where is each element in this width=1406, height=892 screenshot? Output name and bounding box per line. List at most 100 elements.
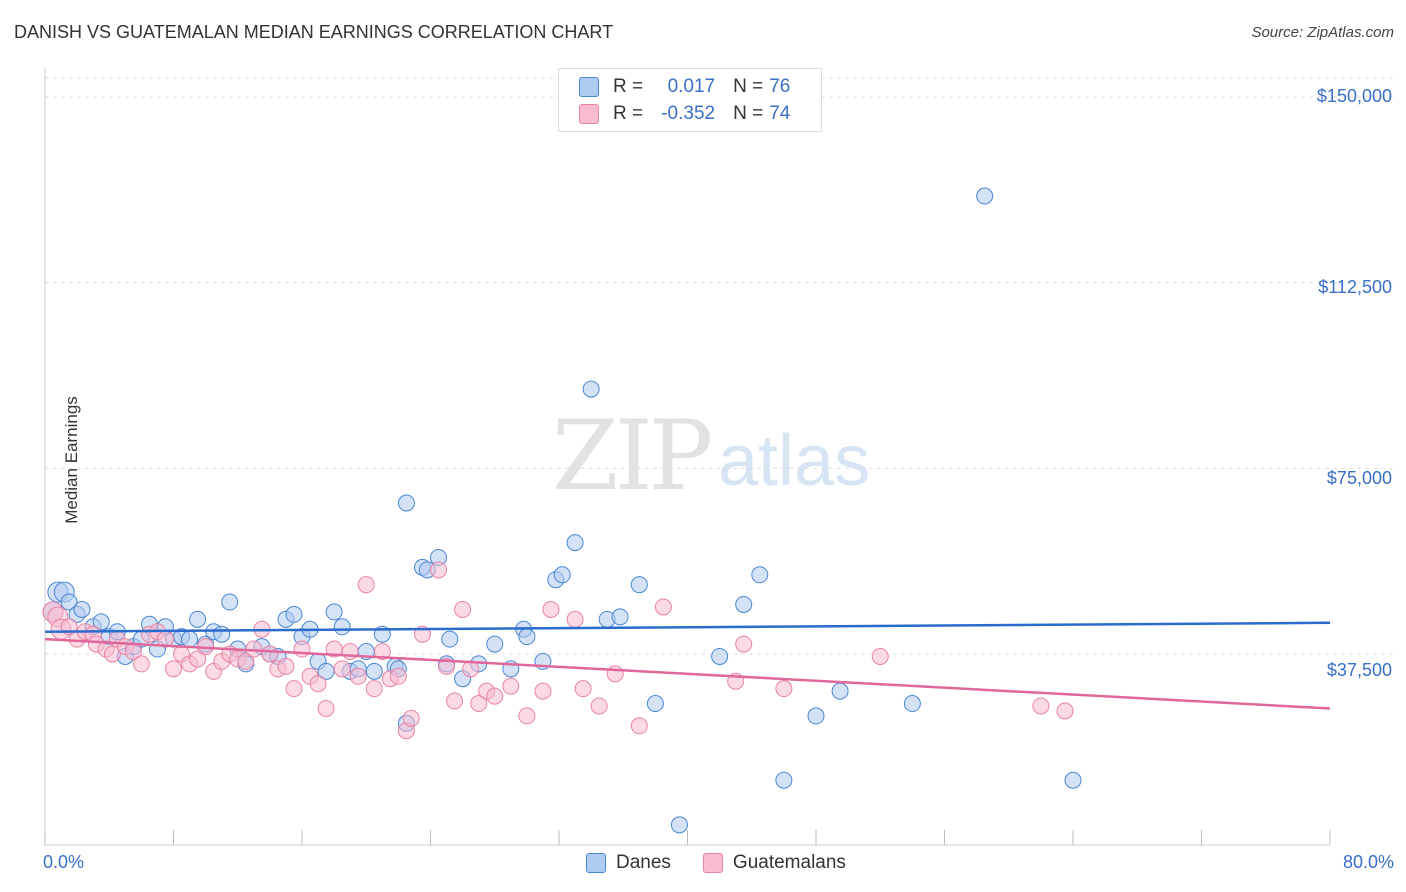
guatemalans-point	[165, 660, 182, 678]
danes-point	[285, 605, 303, 623]
danes-point	[189, 610, 207, 628]
danes-point	[582, 380, 600, 398]
guatemalans-point	[389, 667, 407, 685]
n-label: N =	[733, 76, 764, 97]
guatemalans-point	[446, 692, 464, 710]
guatemalans-swatch	[579, 104, 599, 124]
danes-point	[553, 566, 571, 584]
guatemalans-point	[373, 643, 391, 661]
guatemalans-point	[357, 576, 375, 594]
danes-point	[73, 600, 91, 618]
danes-point	[213, 625, 231, 643]
danes-trend-line	[44, 621, 1331, 633]
legend-row-danes: R = 0.017 N = 76	[579, 75, 790, 99]
guatemalans-n-value: 74	[769, 103, 791, 124]
r-label: R =	[613, 76, 644, 97]
guatemalans-point	[654, 598, 672, 616]
guatemalans-point	[438, 657, 456, 675]
danes-point	[611, 608, 629, 626]
danes-points	[42, 187, 1082, 834]
guatemalans-point	[606, 665, 624, 683]
danes-point	[976, 187, 994, 205]
guatemalans-point	[462, 660, 480, 678]
guatemalans-point	[309, 675, 327, 693]
guatemalans-point	[735, 635, 753, 653]
guatemalans-point	[1056, 702, 1074, 720]
guatemalans-point	[285, 680, 303, 698]
guatemalans-legend-swatch	[702, 853, 723, 873]
danes-point	[566, 534, 584, 552]
x-tick-label-min: 0.0%	[43, 852, 85, 872]
y-tick-label: $150,000	[1316, 86, 1392, 106]
danes-point	[333, 618, 351, 636]
danes-point	[630, 576, 648, 594]
guatemalans-point	[454, 600, 472, 618]
danes-point	[831, 682, 849, 700]
danes-point	[365, 662, 383, 680]
guatemalans-point	[349, 667, 367, 685]
guatemalans-legend-label: Guatemalans	[732, 852, 846, 873]
guatemalans-point	[542, 600, 560, 618]
danes-point	[397, 494, 415, 512]
guatemalans-point	[518, 707, 536, 725]
danes-legend-swatch	[586, 853, 606, 873]
grid-lines	[45, 77, 1395, 655]
danes-legend-label: Danes	[616, 852, 671, 873]
guatemalans-point	[486, 687, 504, 705]
danes-point	[181, 630, 199, 648]
danes-point	[751, 566, 769, 584]
danes-point	[441, 630, 459, 648]
danes-point	[518, 628, 536, 646]
danes-point	[807, 707, 825, 725]
watermark-zip: ZIP	[552, 400, 713, 512]
guatemalans-point	[261, 645, 279, 663]
guatemalans-point	[775, 680, 793, 698]
danes-swatch	[579, 77, 599, 97]
y-axis-label: Median Earnings	[61, 396, 81, 524]
guatemalans-point	[470, 695, 488, 713]
guatemalans-point	[333, 660, 351, 678]
danes-n-value: 76	[769, 76, 791, 97]
guatemalans-point	[293, 640, 311, 658]
y-tick-label: $37,500	[1326, 660, 1392, 680]
trend-lines	[44, 621, 1331, 710]
guatemalans-points	[42, 561, 1074, 740]
danes-point	[670, 816, 688, 834]
guatemalans-point	[365, 680, 383, 698]
danes-point	[735, 595, 753, 613]
guatemalans-point	[566, 610, 584, 628]
y-tick-label: $112,500	[1318, 277, 1392, 297]
chart-title: DANISH VS GUATEMALAN MEDIAN EARNINGS COR…	[14, 22, 614, 42]
guatemalans-point	[317, 699, 335, 717]
watermark-atlas: atlas	[718, 421, 871, 501]
guatemalans-point	[502, 677, 520, 695]
danes-point	[903, 695, 921, 713]
danes-point	[1064, 771, 1082, 789]
guatemalans-point	[189, 650, 207, 668]
danes-point	[60, 593, 78, 611]
guatemalans-point	[402, 709, 420, 727]
danes-r-value: 0.017	[667, 76, 716, 97]
source-label: Source: ZipAtlas.com	[1251, 24, 1394, 41]
danes-point	[775, 771, 793, 789]
guatemalans-point	[534, 682, 552, 700]
guatemalans-point	[277, 657, 295, 675]
legend-row-guatemalans: R = -0.352 N = 74	[579, 102, 790, 126]
danes-point	[325, 603, 343, 621]
x-tick-label-max: 80.0%	[1342, 852, 1394, 872]
guatemalans-trend-line	[44, 637, 1331, 710]
danes-point	[92, 613, 110, 631]
guatemalans-point	[590, 697, 608, 715]
danes-point	[486, 635, 504, 653]
n-label: N =	[733, 103, 764, 124]
guatemalans-point	[237, 652, 255, 670]
series-legend: Danes Guatemalans	[586, 852, 846, 874]
guatemalans-r-value: -0.352	[661, 103, 716, 124]
danes-point	[646, 695, 664, 713]
guatemalans-point	[132, 655, 150, 673]
axes	[44, 68, 1331, 846]
guatemalans-point	[430, 561, 448, 579]
guatemalans-point	[630, 717, 648, 735]
y-tick-label: $75,000	[1326, 468, 1392, 488]
